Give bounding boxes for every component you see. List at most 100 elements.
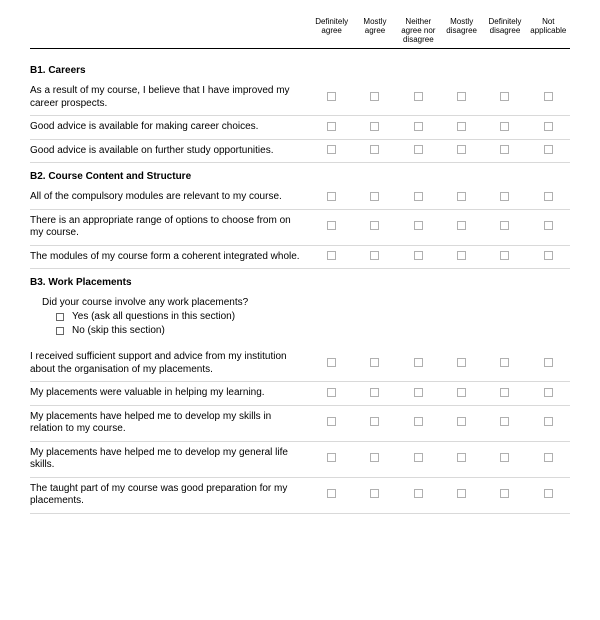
checkbox-icon[interactable] [370, 358, 379, 367]
col-header: Mostly agree [353, 18, 396, 44]
checkbox-icon[interactable] [457, 145, 466, 154]
checkbox-icon[interactable] [327, 192, 336, 201]
checkbox-icon[interactable] [457, 122, 466, 131]
checkbox-icon[interactable] [370, 145, 379, 154]
answer-cell [527, 417, 570, 429]
checkbox-icon[interactable] [544, 388, 553, 397]
col-header: Neither agree nor disagree [397, 18, 440, 44]
checkbox-icon[interactable] [414, 417, 423, 426]
checkbox-icon[interactable] [414, 145, 423, 154]
checkbox-icon[interactable] [544, 489, 553, 498]
question-row: I received sufficient support and advice… [30, 346, 570, 382]
section-title: B3. Work Placements [30, 269, 570, 292]
answer-cell [310, 145, 353, 157]
checkbox-icon[interactable] [500, 489, 509, 498]
checkbox-icon[interactable] [457, 453, 466, 462]
question-text: The modules of my course form a coherent… [30, 251, 310, 264]
checkbox-icon[interactable] [327, 92, 336, 101]
checkbox-icon[interactable] [56, 327, 64, 335]
answer-cell [310, 417, 353, 429]
checkbox-icon[interactable] [457, 192, 466, 201]
checkbox-icon[interactable] [457, 221, 466, 230]
question-row: As a result of my course, I believe that… [30, 80, 570, 116]
answer-cell [527, 122, 570, 134]
checkbox-icon[interactable] [370, 221, 379, 230]
answer-cell [353, 453, 396, 465]
checkbox-icon[interactable] [327, 358, 336, 367]
answer-columns [310, 251, 570, 263]
question-text: My placements have helped me to develop … [30, 411, 310, 436]
checkbox-icon[interactable] [544, 92, 553, 101]
checkbox-icon[interactable] [544, 453, 553, 462]
question-row: My placements have helped me to develop … [30, 406, 570, 442]
checkbox-icon[interactable] [56, 313, 64, 321]
checkbox-icon[interactable] [414, 122, 423, 131]
answer-cell [310, 92, 353, 104]
answer-cell [440, 453, 483, 465]
question-text: Good advice is available for making care… [30, 121, 310, 134]
checkbox-icon[interactable] [544, 221, 553, 230]
checkbox-icon[interactable] [500, 388, 509, 397]
checkbox-icon[interactable] [457, 417, 466, 426]
checkbox-icon[interactable] [327, 489, 336, 498]
checkbox-icon[interactable] [327, 417, 336, 426]
checkbox-icon[interactable] [370, 192, 379, 201]
checkbox-icon[interactable] [414, 453, 423, 462]
answer-cell [483, 489, 526, 501]
checkbox-icon[interactable] [370, 453, 379, 462]
checkbox-icon[interactable] [500, 358, 509, 367]
checkbox-icon[interactable] [414, 251, 423, 260]
checkbox-icon[interactable] [544, 358, 553, 367]
answer-columns [310, 489, 570, 501]
checkbox-icon[interactable] [370, 92, 379, 101]
checkbox-icon[interactable] [327, 145, 336, 154]
checkbox-icon[interactable] [457, 251, 466, 260]
checkbox-icon[interactable] [414, 388, 423, 397]
checkbox-icon[interactable] [500, 92, 509, 101]
checkbox-icon[interactable] [544, 251, 553, 260]
checkbox-icon[interactable] [327, 251, 336, 260]
checkbox-icon[interactable] [370, 388, 379, 397]
answer-columns [310, 192, 570, 204]
checkbox-icon[interactable] [457, 92, 466, 101]
checkbox-icon[interactable] [500, 145, 509, 154]
checkbox-icon[interactable] [544, 192, 553, 201]
checkbox-icon[interactable] [370, 417, 379, 426]
checkbox-icon[interactable] [370, 489, 379, 498]
checkbox-icon[interactable] [544, 417, 553, 426]
answer-cell [483, 221, 526, 233]
question-row: There is an appropriate range of options… [30, 210, 570, 246]
checkbox-icon[interactable] [457, 388, 466, 397]
checkbox-icon[interactable] [457, 489, 466, 498]
checkbox-icon[interactable] [500, 417, 509, 426]
checkbox-icon[interactable] [414, 221, 423, 230]
checkbox-icon[interactable] [544, 145, 553, 154]
checkbox-icon[interactable] [370, 122, 379, 131]
checkbox-icon[interactable] [500, 221, 509, 230]
checkbox-icon[interactable] [327, 221, 336, 230]
answer-cell [353, 388, 396, 400]
checkbox-icon[interactable] [414, 358, 423, 367]
answer-cell [483, 192, 526, 204]
checkbox-icon[interactable] [544, 122, 553, 131]
answer-cell [310, 122, 353, 134]
answer-cell [353, 145, 396, 157]
checkbox-icon[interactable] [500, 192, 509, 201]
answer-cell [527, 453, 570, 465]
survey-sections: B1. CareersAs a result of my course, I b… [30, 57, 570, 514]
checkbox-icon[interactable] [370, 251, 379, 260]
col-header: Definitely disagree [483, 18, 526, 44]
checkbox-icon[interactable] [500, 251, 509, 260]
checkbox-icon[interactable] [414, 92, 423, 101]
answer-cell [483, 417, 526, 429]
checkbox-icon[interactable] [414, 489, 423, 498]
col-header: Mostly disagree [440, 18, 483, 44]
checkbox-icon[interactable] [500, 453, 509, 462]
checkbox-icon[interactable] [327, 122, 336, 131]
checkbox-icon[interactable] [414, 192, 423, 201]
checkbox-icon[interactable] [327, 388, 336, 397]
checkbox-icon[interactable] [327, 453, 336, 462]
checkbox-icon[interactable] [457, 358, 466, 367]
answer-columns [310, 358, 570, 370]
checkbox-icon[interactable] [500, 122, 509, 131]
